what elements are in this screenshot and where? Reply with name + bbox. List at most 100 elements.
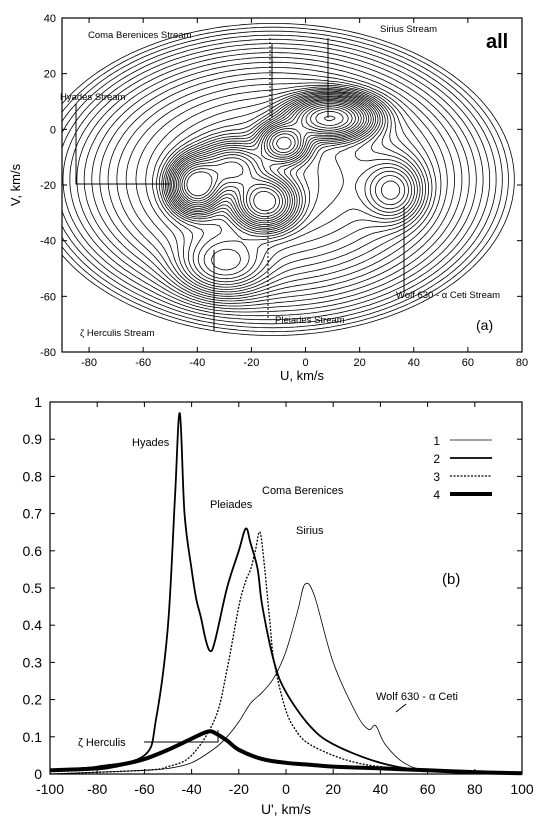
contour-level-8: [76, 52, 470, 310]
contour-level-24: [168, 96, 401, 233]
panel-b-x-tick-label: -100: [36, 781, 64, 797]
panel-b-x-axis-label: U', km/s: [261, 801, 311, 817]
contour-level-13: [116, 78, 437, 297]
panel-a-x-tick-label: 20: [354, 357, 366, 369]
series-line-2: [49, 412, 523, 775]
contour-level-18: [156, 89, 421, 285]
panel-a-y-tick-label: -60: [40, 291, 56, 303]
panel-b-y-tick-label: 0.4: [23, 617, 43, 633]
panel-b-x-tick-label: -20: [229, 781, 249, 797]
contour-level-16: [145, 86, 426, 290]
panel-b-y-tick-label: 0.5: [23, 580, 43, 596]
panel-b: -100 -80 -60 -40 -20 0 20 40 60 80 10010.90.80.70.…: [23, 394, 534, 817]
legend-label-3: 3: [433, 470, 440, 484]
panel-a-x-tick-label: 0: [302, 357, 308, 369]
contour-lines: [61, 23, 515, 336]
panel-a-x-tick-label: 80: [516, 357, 528, 369]
contour-level-31: [179, 106, 353, 220]
panel-b-x-tick-label: 100: [510, 781, 534, 797]
contour-level-17: [152, 88, 424, 288]
stream-label-0: Coma Berenices Stream: [88, 30, 192, 41]
contour-level-11: [99, 67, 448, 302]
series-line-3: [49, 531, 523, 775]
peak-label-2: Coma Berenices: [262, 485, 344, 497]
panel-a-y-tick-label: -80: [40, 347, 56, 359]
panel-b-x-tick-label: -40: [181, 781, 201, 797]
contour-level-30: [177, 104, 356, 222]
contour-level-29: [176, 103, 360, 224]
panel-b-y-tick-label: 0: [34, 766, 42, 782]
contour-level-32: [181, 108, 349, 217]
stream-label-4: ζ Herculis Stream: [80, 328, 154, 339]
panel-b-y-tick-label: 0.9: [23, 431, 43, 447]
peak-label-5: Wolf 630 - α Ceti: [376, 691, 458, 703]
panel-a-x-tick-label: -80: [81, 357, 97, 369]
contour-level-2: [61, 26, 509, 333]
contour-level-26: [171, 99, 367, 229]
panel-b-x-tick-label: 20: [325, 781, 341, 797]
panel-a-y-tick-label: -20: [40, 180, 56, 192]
peak-pointer-4: [144, 730, 219, 743]
contour-level-10: [91, 61, 455, 304]
panel-b-x-tick-label: 80: [467, 781, 483, 797]
stream-label-1: Sirius Stream: [380, 24, 437, 35]
contour-level-19: [158, 90, 418, 283]
contour-level-34: [186, 115, 336, 212]
panel-b-x-tick-label: 40: [373, 781, 389, 797]
contour-level-9: [83, 56, 463, 307]
contour-level-12: [107, 72, 442, 300]
contour-level-15: [135, 84, 429, 293]
panel-b-y-tick-label: 0.1: [23, 729, 43, 745]
peak-label-3: Sirius: [296, 525, 324, 537]
panel-a-x-tick-label: -40: [189, 357, 205, 369]
panel-a-x-axis-label: U, km/s: [280, 368, 325, 383]
contour-level-22: [165, 94, 409, 271]
contour-level-6: [62, 43, 484, 317]
panel-a-x-tick-label: 40: [408, 357, 420, 369]
panel-b-y-tick-label: 0.3: [23, 654, 43, 670]
contour-level-1: [61, 23, 515, 336]
stream-label-5: Pleiades Stream: [275, 315, 345, 326]
contour-level-7: [69, 47, 477, 313]
panel-a-corner-label: all: [486, 31, 508, 53]
panel-b-y-tick-label: 0.8: [23, 468, 43, 484]
legend-label-4: 4: [433, 488, 440, 502]
stream-label-2: Hyades Stream: [60, 92, 126, 103]
panel-a-y-tick-label: 0: [50, 124, 56, 136]
panel-b-y-tick-label: 1: [34, 394, 42, 410]
panel-b-y-tick-label: 0.6: [23, 543, 43, 559]
contour-level-21: [163, 93, 413, 276]
peak-label-4: ζ Herculis: [78, 737, 126, 749]
panel-b-x-tick-label: 60: [420, 781, 436, 797]
stream-label-3: Wolf 630 - α Ceti Stream: [396, 290, 500, 301]
panel-a-panel-label: (a): [476, 317, 493, 333]
legend-label-1: 1: [433, 434, 440, 448]
peak-pointer-5: [395, 703, 407, 713]
panel-b-x-tick-label: -80: [87, 781, 107, 797]
panel-a-y-tick-label: -40: [40, 236, 56, 248]
contour-level-3: [61, 30, 503, 329]
panel-a-y-tick-label: 40: [44, 13, 56, 25]
legend-label-2: 2: [433, 452, 440, 466]
series-line-4: [49, 729, 523, 776]
contour-level-28: [174, 101, 362, 226]
contour-level-23: [166, 95, 406, 235]
contour-level-4: [61, 34, 497, 325]
panel-a-x-tick-label: -20: [243, 357, 259, 369]
panel-a-y-axis-label: V, km/s: [8, 163, 23, 206]
peak-label-1: Pleiades: [210, 499, 253, 511]
panel-b-x-tick-label: 0: [282, 781, 290, 797]
peak-label-0: Hyades: [132, 437, 170, 449]
panel-a: -80 -60 -40 -20 0 20 40 60 80 40 20 0 -20 -40 -60 -80 U,…: [8, 13, 528, 383]
panel-b-x-tick-label: -60: [134, 781, 154, 797]
panel-b-y-tick-label: 0.7: [23, 506, 43, 522]
panel-a-y-tick-label: 20: [44, 69, 56, 81]
contour-level-20: [161, 92, 415, 280]
series-line-1: [49, 582, 523, 775]
panel-b-y-tick-label: 0.2: [23, 692, 43, 708]
panel-b-panel-label: (b): [442, 571, 460, 588]
contour-level-33: [183, 110, 344, 215]
contour-level-25: [169, 97, 370, 231]
contour-level-5: [61, 38, 491, 321]
